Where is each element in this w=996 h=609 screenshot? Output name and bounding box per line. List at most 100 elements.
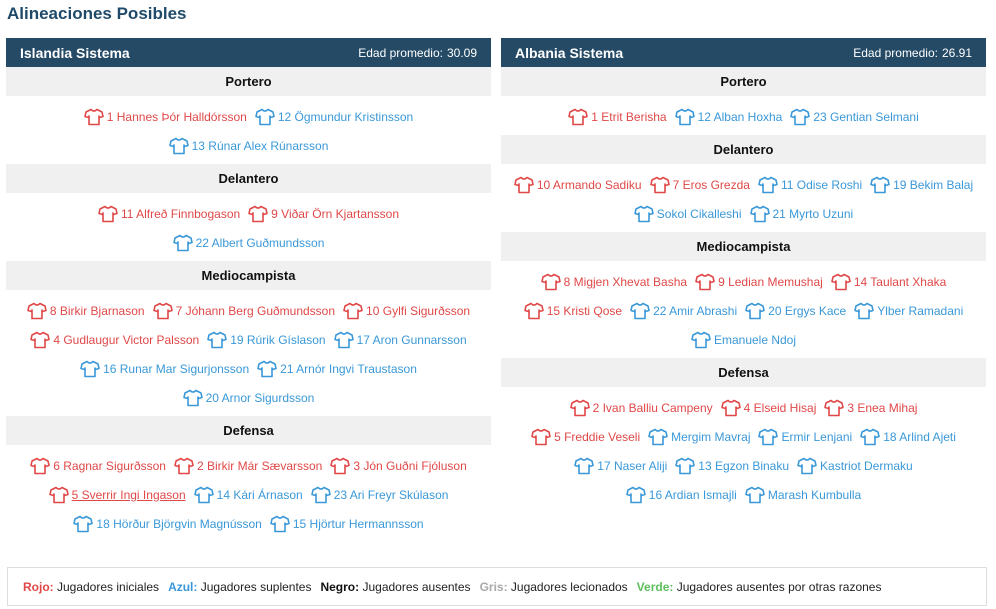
player-link[interactable]: 13 Egzon Binaku: [675, 457, 789, 475]
player-name: 3 Enea Mihaj: [847, 400, 918, 415]
player-link[interactable]: 23 Ari Freyr Skúlason: [310, 486, 448, 504]
average-age: Edad promedio: 26.91: [853, 46, 972, 60]
player-link[interactable]: 20 Ergys Kace: [745, 302, 846, 320]
shirt-icon: [749, 205, 770, 222]
player-link[interactable]: 3 Enea Mihaj: [824, 399, 917, 417]
shirt-icon: [574, 457, 595, 474]
team-panel-islandia: Islandia Sistema Edad promedio: 30.09 Por…: [6, 38, 491, 542]
player-link[interactable]: 6 Ragnar Sigurðsson: [30, 457, 166, 475]
player-name: 13 Egzon Binaku: [698, 458, 790, 473]
player-row: 20 Arnor Sigurdsson: [6, 383, 491, 412]
player-link[interactable]: 10 Armando Sadiku: [514, 176, 642, 194]
player-link[interactable]: 14 Taulant Xhaka: [831, 273, 947, 291]
player-name: 15 Hjörtur Hermannsson: [292, 516, 424, 531]
player-link[interactable]: 13 Rúnar Alex Rúnarsson: [168, 137, 328, 155]
player-link[interactable]: Marash Kumbulla: [745, 486, 861, 504]
player-name: Mergim Mavraj: [671, 429, 751, 444]
player-list: 8 Migjen Xhevat Basha 9 Ledian Memushaj 14…: [501, 261, 986, 358]
player-name: 11 Odise Roshi: [780, 177, 863, 192]
player-link[interactable]: 17 Aron Gunnarsson: [333, 331, 467, 349]
shirt-icon: [27, 302, 47, 319]
player-link[interactable]: 22 Amir Abrashi: [630, 302, 737, 320]
player-name: 19 Rúrik Gíslason: [230, 332, 326, 347]
player-name: Emanuele Ndoj: [713, 332, 797, 347]
player-link[interactable]: 17 Naser Aliji: [574, 457, 667, 475]
legend-key: Azul:: [168, 579, 198, 594]
player-link[interactable]: Mergim Mavraj: [648, 428, 750, 446]
player-link[interactable]: 11 Odise Roshi: [758, 176, 862, 194]
position-sections: Portero 1 Hannes Þór Halldórsson 12 Ögmund…: [6, 67, 491, 542]
legend-item-green: Verde: Jugadores ausentes por otras razo…: [637, 580, 882, 594]
position-title: Delantero: [6, 164, 491, 193]
legend-item-red: Rojo: Jugadores iniciales: [23, 580, 159, 594]
player-link[interactable]: 10 Gylfi Sigurðsson: [343, 302, 470, 320]
player-link[interactable]: 2 Ivan Balliu Campeny: [569, 399, 713, 417]
player-link[interactable]: 8 Birkir Bjarnason: [27, 302, 145, 320]
player-name: 14 Taulant Xhaka: [853, 274, 947, 289]
player-link[interactable]: 3 Jón Guðni Fjóluson: [330, 457, 467, 475]
player-link[interactable]: Ylber Ramadani: [854, 302, 963, 320]
shirt-icon: [182, 389, 203, 406]
shirt-icon: [73, 515, 94, 532]
player-link[interactable]: Ermir Lenjani: [758, 428, 852, 446]
position-title: Mediocampista: [501, 232, 986, 261]
player-link[interactable]: 21 Myrto Uzuni: [749, 205, 853, 223]
player-link[interactable]: 19 Rúrik Gíslason: [207, 331, 326, 349]
average-age-value: 30.09: [446, 45, 477, 60]
player-link[interactable]: 8 Migjen Xhevat Basha: [540, 273, 687, 291]
player-link[interactable]: 18 Hörður Björgvin Magnússon: [73, 515, 262, 533]
player-link[interactable]: 12 Ögmundur Kristinsson: [255, 108, 413, 126]
shirt-icon: [630, 302, 650, 319]
player-link[interactable]: 1 Hannes Þór Halldórsson: [83, 108, 247, 126]
player-link[interactable]: 22 Albert Guðmundsson: [172, 234, 325, 252]
player-row: 16 Runar Mar Sigurjonsson 21 Arnór Ingvi …: [6, 354, 491, 383]
player-link[interactable]: 4 Gudlaugur Victor Palsson: [30, 331, 199, 349]
shirt-icon: [790, 108, 811, 125]
player-link[interactable]: 2 Birkir Már Sævarsson: [174, 457, 322, 475]
player-link[interactable]: 16 Runar Mar Sigurjonsson: [80, 360, 249, 378]
player-link[interactable]: 21 Arnór Ingvi Traustason: [257, 360, 417, 378]
player-row: 2 Ivan Balliu Campeny 4 Elseid Hisaj 3 Ene…: [501, 393, 986, 422]
player-link[interactable]: Emanuele Ndoj: [691, 331, 796, 349]
player-link[interactable]: 7 Jóhann Berg Guðmundsson: [152, 302, 335, 320]
player-row: 8 Birkir Bjarnason 7 Jóhann Berg Guðmunds…: [6, 296, 491, 325]
player-link[interactable]: 5 Freddie Veseli: [531, 428, 640, 446]
player-name: 18 Hörður Björgvin Magnússon: [96, 516, 262, 531]
player-name: Sokol Cikalleshi: [656, 206, 742, 221]
legend-description: Jugadores suplentes: [197, 579, 312, 594]
player-link[interactable]: 15 Hjörtur Hermannsson: [270, 515, 424, 533]
shirt-icon: [797, 457, 817, 474]
player-link[interactable]: 11 Alfreð Finnbogason: [98, 205, 240, 223]
player-link[interactable]: 16 Ardian Ismajli: [625, 486, 737, 504]
player-link[interactable]: 9 Viðar Örn Kjartansson: [248, 205, 399, 223]
player-link[interactable]: 20 Arnor Sigurdsson: [182, 389, 314, 407]
shirt-icon: [625, 486, 646, 503]
player-link[interactable]: 9 Ledian Memushaj: [695, 273, 823, 291]
player-link[interactable]: 19 Bekim Balaj: [870, 176, 973, 194]
player-link[interactable]: 12 Alban Hoxha: [674, 108, 782, 126]
position-title: Portero: [6, 67, 491, 96]
player-link[interactable]: 18 Arlind Ajeti: [860, 428, 956, 446]
shirt-icon: [168, 137, 189, 154]
player-link[interactable]: 7 Eros Grezda: [649, 176, 750, 194]
player-name: 17 Aron Gunnarsson: [356, 332, 467, 347]
player-link[interactable]: Sokol Cikalleshi: [633, 205, 742, 223]
player-link[interactable]: 23 Gentian Selmani: [790, 108, 919, 126]
shirt-icon: [193, 486, 214, 503]
shirt-icon: [330, 457, 351, 474]
player-name: 22 Albert Guðmundsson: [195, 235, 325, 250]
player-link[interactable]: 15 Kristi Qose: [523, 302, 622, 320]
player-row: Emanuele Ndoj: [501, 325, 986, 354]
position-section-defensa: Defensa 6 Ragnar Sigurðsson 2 Birkir Már S…: [6, 416, 491, 542]
player-row: 1 Hannes Þór Halldórsson 12 Ögmundur Kris…: [6, 102, 491, 131]
player-row: 22 Albert Guðmundsson: [6, 228, 491, 257]
legend-description: Jugadores ausentes: [359, 579, 471, 594]
player-link[interactable]: Kastriot Dermaku: [797, 457, 913, 475]
player-link[interactable]: 14 Kári Árnason: [193, 486, 303, 504]
player-link[interactable]: 5 Sverrir Ingi Ingason: [48, 486, 186, 504]
player-link[interactable]: 4 Elseid Hisaj: [720, 399, 816, 417]
shirt-icon: [824, 399, 845, 416]
shirt-icon: [758, 176, 778, 193]
player-link[interactable]: 1 Etrit Berisha: [568, 108, 667, 126]
player-name: 10 Armando Sadiku: [536, 177, 642, 192]
